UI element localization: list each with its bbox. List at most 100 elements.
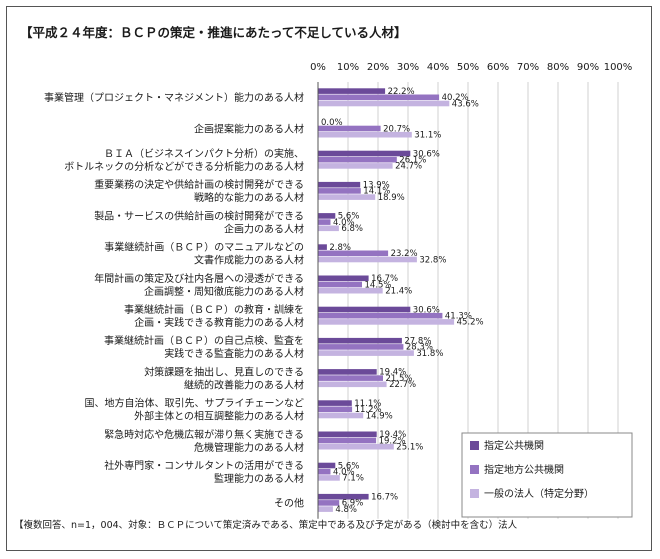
data-label: 30.6%: [413, 149, 440, 159]
x-tick-label: 60%: [487, 62, 509, 73]
bar: [318, 94, 440, 101]
bar: [318, 156, 397, 163]
data-label: 16.7%: [371, 493, 398, 503]
data-label: 45.2%: [457, 318, 484, 328]
category-label: 年間計画の策定及び社内各層への浸透ができる: [94, 272, 304, 285]
x-tick-label: 30%: [397, 62, 419, 73]
data-label: 5.6%: [338, 212, 360, 222]
legend-box: [461, 432, 633, 518]
category-label: 監理能力のある人材: [214, 472, 304, 485]
bar: [318, 443, 394, 450]
category-label: 継続的改善能力のある人材: [184, 378, 304, 391]
bar: [318, 194, 376, 200]
category-label: 事業継続計画（ＢＣＰ）の自己点検、監査を: [104, 334, 304, 347]
category-label: 戦略的な能力のある人材: [194, 191, 304, 204]
x-tick-label: 10%: [337, 62, 359, 73]
data-label: 14.1%: [363, 187, 390, 197]
bar: [318, 100, 450, 107]
category-label: 企画力のある人材: [224, 222, 304, 235]
bar: [318, 468, 331, 475]
category-label: 対策課題を抽出し、見直しのできる: [144, 365, 304, 378]
category-label: 危機管理能力のある人材: [194, 441, 304, 454]
bar: [318, 150, 411, 157]
x-tick-label: 100%: [604, 62, 633, 73]
data-label: 6.8%: [341, 224, 363, 234]
category-label: 企画調整・周知徹底能力のある人材: [144, 285, 304, 298]
bar: [318, 337, 402, 344]
data-label: 26.1%: [399, 156, 426, 166]
legend-label: 指定地方公共機関: [484, 463, 564, 476]
data-label: 41.3%: [445, 312, 472, 322]
x-tick-label: 70%: [517, 62, 539, 73]
data-label: 31.1%: [414, 131, 441, 141]
bar: [318, 306, 411, 313]
data-label: 18.9%: [378, 193, 405, 203]
legend-label: 指定公共機関: [484, 439, 544, 452]
bar: [318, 188, 361, 194]
bar: [318, 181, 361, 188]
data-label: 4.0%: [333, 218, 355, 228]
category-label: ＢＩＡ（ビジネスインパクト分析）の実施、: [104, 147, 304, 160]
x-tick-label: 50%: [457, 62, 479, 73]
bar: [318, 281, 362, 288]
bar: [318, 275, 369, 282]
x-tick-label: 90%: [577, 62, 599, 73]
legend-swatch: [470, 489, 479, 498]
legend-label: 一般の法人（特定分野）: [484, 487, 594, 500]
data-label: 31.8%: [416, 349, 443, 359]
data-label: 22.2%: [388, 87, 415, 97]
data-label: 40.2%: [442, 93, 469, 103]
category-label: 企画提案能力のある人材: [194, 122, 304, 135]
bar: [318, 312, 443, 319]
chart-title: 【平成２４年度：ＢＣＰの策定・推進にあたって不足している人材】: [20, 25, 407, 40]
data-label: 6.9%: [342, 499, 364, 509]
bar: [318, 250, 389, 257]
x-tick-label: 40%: [427, 62, 449, 73]
data-label: 28.3%: [406, 343, 433, 353]
footnote: 【複数回答、n=1，004、対象：ＢＣＰについて策定済みである、策定中である及び…: [14, 520, 518, 531]
bar: [318, 506, 333, 512]
bar: [318, 462, 336, 469]
category-label: 事業管理（プロジェクト・マネジメント）能力のある人材: [44, 91, 304, 104]
bar: [318, 431, 377, 438]
x-tick-label: 20%: [367, 62, 389, 73]
data-label: 14.5%: [365, 280, 392, 290]
data-label: 19.4%: [379, 430, 406, 440]
chart-frame: [6, 6, 652, 551]
bar: [318, 125, 381, 132]
data-label: 20.7%: [383, 124, 410, 134]
x-tick-label: 80%: [547, 62, 569, 73]
category-label: 外部主体との相互調整能力のある人材: [134, 410, 304, 423]
bar: [318, 319, 455, 325]
data-label: 11.1%: [354, 399, 381, 409]
x-axis-ticks: 0% 10% 20% 30% 40% 50% 60% 70% 80% 90% 100%: [310, 62, 632, 73]
value-labels: 22.2% 0.0% 30.6% 13.9% 5.6% 2.8% 16.7% 30.6% 27.…: [321, 87, 484, 515]
bar: [318, 350, 414, 356]
category-label: ボトルネックの分析などができる分析能力のある人材: [64, 160, 304, 173]
bar: [318, 381, 387, 388]
bar: [318, 219, 331, 225]
bar: [318, 406, 353, 413]
data-label: 43.6%: [452, 99, 479, 109]
bar: [318, 412, 364, 419]
bars: [318, 88, 455, 512]
data-label: 4.0%: [333, 468, 355, 478]
data-label: 19.2%: [379, 436, 406, 446]
legend-swatch: [470, 441, 479, 450]
data-label: 14.9%: [366, 411, 393, 421]
category-label: 社外専門家・コンサルタントの活用ができる: [104, 459, 304, 472]
category-label: 国、地方自治体、取引先、サプライチェーンなど: [85, 397, 305, 410]
category-label: その他: [274, 497, 304, 510]
data-label: 21.5%: [386, 374, 413, 384]
data-label: 24.7%: [395, 162, 422, 172]
data-label: 4.8%: [335, 505, 357, 515]
bar: [318, 287, 383, 294]
bar: [318, 437, 377, 444]
bar: [318, 225, 339, 232]
data-label: 7.1%: [342, 474, 364, 484]
bar: [318, 244, 327, 250]
data-label: 22.7%: [389, 380, 416, 390]
bar: [318, 256, 417, 263]
